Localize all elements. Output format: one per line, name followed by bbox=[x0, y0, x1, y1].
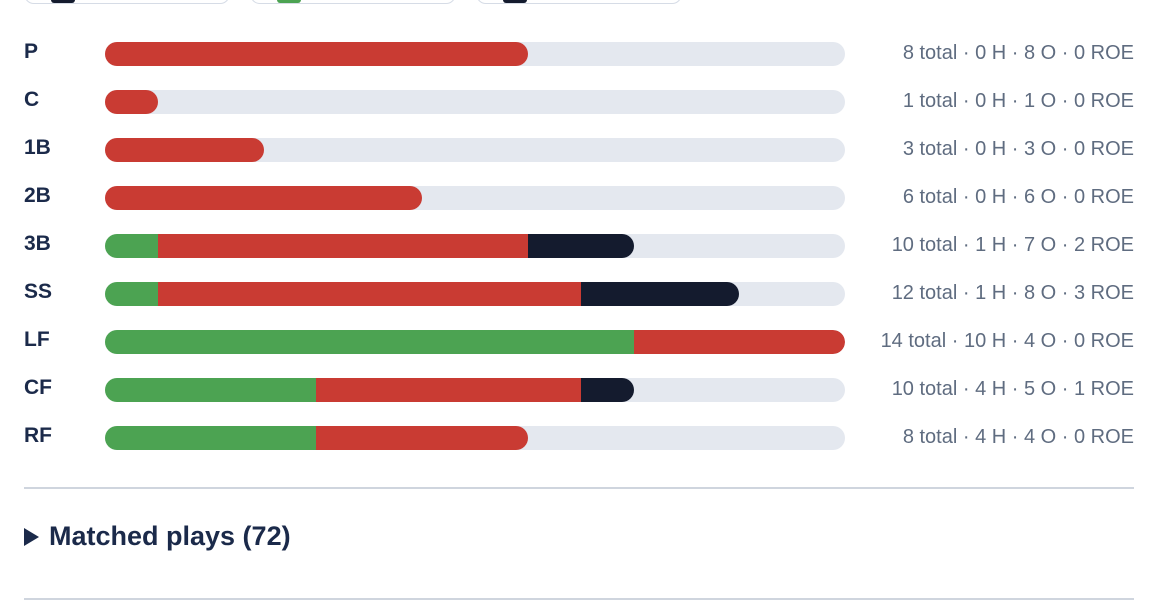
position-row: CF 10 total · 4 H · 5 O · 1 ROE bbox=[0, 366, 1162, 414]
hit-segment bbox=[105, 234, 158, 258]
position-row: 3B 10 total · 1 H · 7 O · 2 ROE bbox=[0, 222, 1162, 270]
position-bar-track bbox=[105, 138, 845, 162]
position-summary: 8 total · 4 H · 4 O · 0 ROE bbox=[902, 426, 1134, 448]
divider bbox=[24, 487, 1134, 489]
position-row: P 8 total · 0 H · 8 O · 0 ROE bbox=[0, 30, 1162, 78]
position-bar-track bbox=[105, 234, 845, 258]
out-segment bbox=[105, 138, 264, 162]
roe-segment bbox=[580, 378, 634, 402]
position-label: CF bbox=[24, 376, 52, 399]
out-segment bbox=[157, 282, 581, 306]
position-row: LF 14 total · 10 H · 4 O · 0 ROE bbox=[0, 318, 1162, 366]
position-bar-track bbox=[105, 42, 845, 66]
position-bar-track bbox=[105, 282, 845, 306]
position-label: 3B bbox=[24, 232, 51, 255]
position-summary: 3 total · 0 H · 3 O · 0 ROE bbox=[902, 138, 1134, 160]
position-bar-track bbox=[105, 426, 845, 450]
hit-segment bbox=[105, 330, 634, 354]
out-segment bbox=[633, 330, 845, 354]
position-label: RF bbox=[24, 424, 52, 447]
legend-chip-roe[interactable] bbox=[24, 0, 230, 4]
position-bar-track bbox=[105, 330, 845, 354]
position-row: C 1 total · 0 H · 1 O · 0 ROE bbox=[0, 78, 1162, 126]
hit-segment bbox=[105, 378, 317, 402]
position-bar-track bbox=[105, 378, 845, 402]
position-summary: 8 total · 0 H · 8 O · 0 ROE bbox=[902, 42, 1134, 64]
other-swatch bbox=[503, 0, 527, 3]
hit-segment bbox=[105, 426, 317, 450]
position-label: P bbox=[24, 40, 39, 63]
position-label: 2B bbox=[24, 184, 51, 207]
roe-swatch bbox=[51, 0, 75, 3]
matched-plays-toggle[interactable]: Matched plays (72) bbox=[24, 521, 291, 552]
divider-bottom bbox=[24, 598, 1134, 600]
hit-segment bbox=[105, 282, 158, 306]
position-row: SS 12 total · 1 H · 8 O · 3 ROE bbox=[0, 270, 1162, 318]
position-summary: 10 total · 4 H · 5 O · 1 ROE bbox=[891, 378, 1134, 400]
position-summary: 14 total · 10 H · 4 O · 0 ROE bbox=[880, 330, 1134, 352]
position-row: 1B 3 total · 0 H · 3 O · 0 ROE bbox=[0, 126, 1162, 174]
position-row: 2B 6 total · 0 H · 6 O · 0 ROE bbox=[0, 174, 1162, 222]
out-segment bbox=[316, 426, 528, 450]
position-label: C bbox=[24, 88, 40, 111]
roe-segment bbox=[527, 234, 634, 258]
position-summary: 1 total · 0 H · 1 O · 0 ROE bbox=[902, 90, 1134, 112]
out-segment bbox=[105, 90, 158, 114]
position-label: SS bbox=[24, 280, 53, 303]
out-segment bbox=[105, 186, 423, 210]
position-label: LF bbox=[24, 328, 50, 351]
out-segment bbox=[105, 42, 528, 66]
position-row: RF 8 total · 4 H · 4 O · 0 ROE bbox=[0, 414, 1162, 462]
out-segment bbox=[316, 378, 581, 402]
hit-swatch bbox=[277, 0, 301, 3]
position-summary: 12 total · 1 H · 8 O · 3 ROE bbox=[891, 282, 1134, 304]
roe-segment bbox=[580, 282, 740, 306]
legend-chip-hit[interactable] bbox=[250, 0, 456, 4]
position-bar-track bbox=[105, 186, 845, 210]
position-bar-track bbox=[105, 90, 845, 114]
out-segment bbox=[157, 234, 528, 258]
disclosure-triangle-icon bbox=[24, 527, 39, 546]
legend-chip-other[interactable] bbox=[476, 0, 682, 4]
position-summary: 6 total · 0 H · 6 O · 0 ROE bbox=[902, 186, 1134, 208]
position-summary: 10 total · 1 H · 7 O · 2 ROE bbox=[891, 234, 1134, 256]
matched-plays-title: Matched plays (72) bbox=[49, 521, 291, 551]
position-label: 1B bbox=[24, 136, 51, 159]
